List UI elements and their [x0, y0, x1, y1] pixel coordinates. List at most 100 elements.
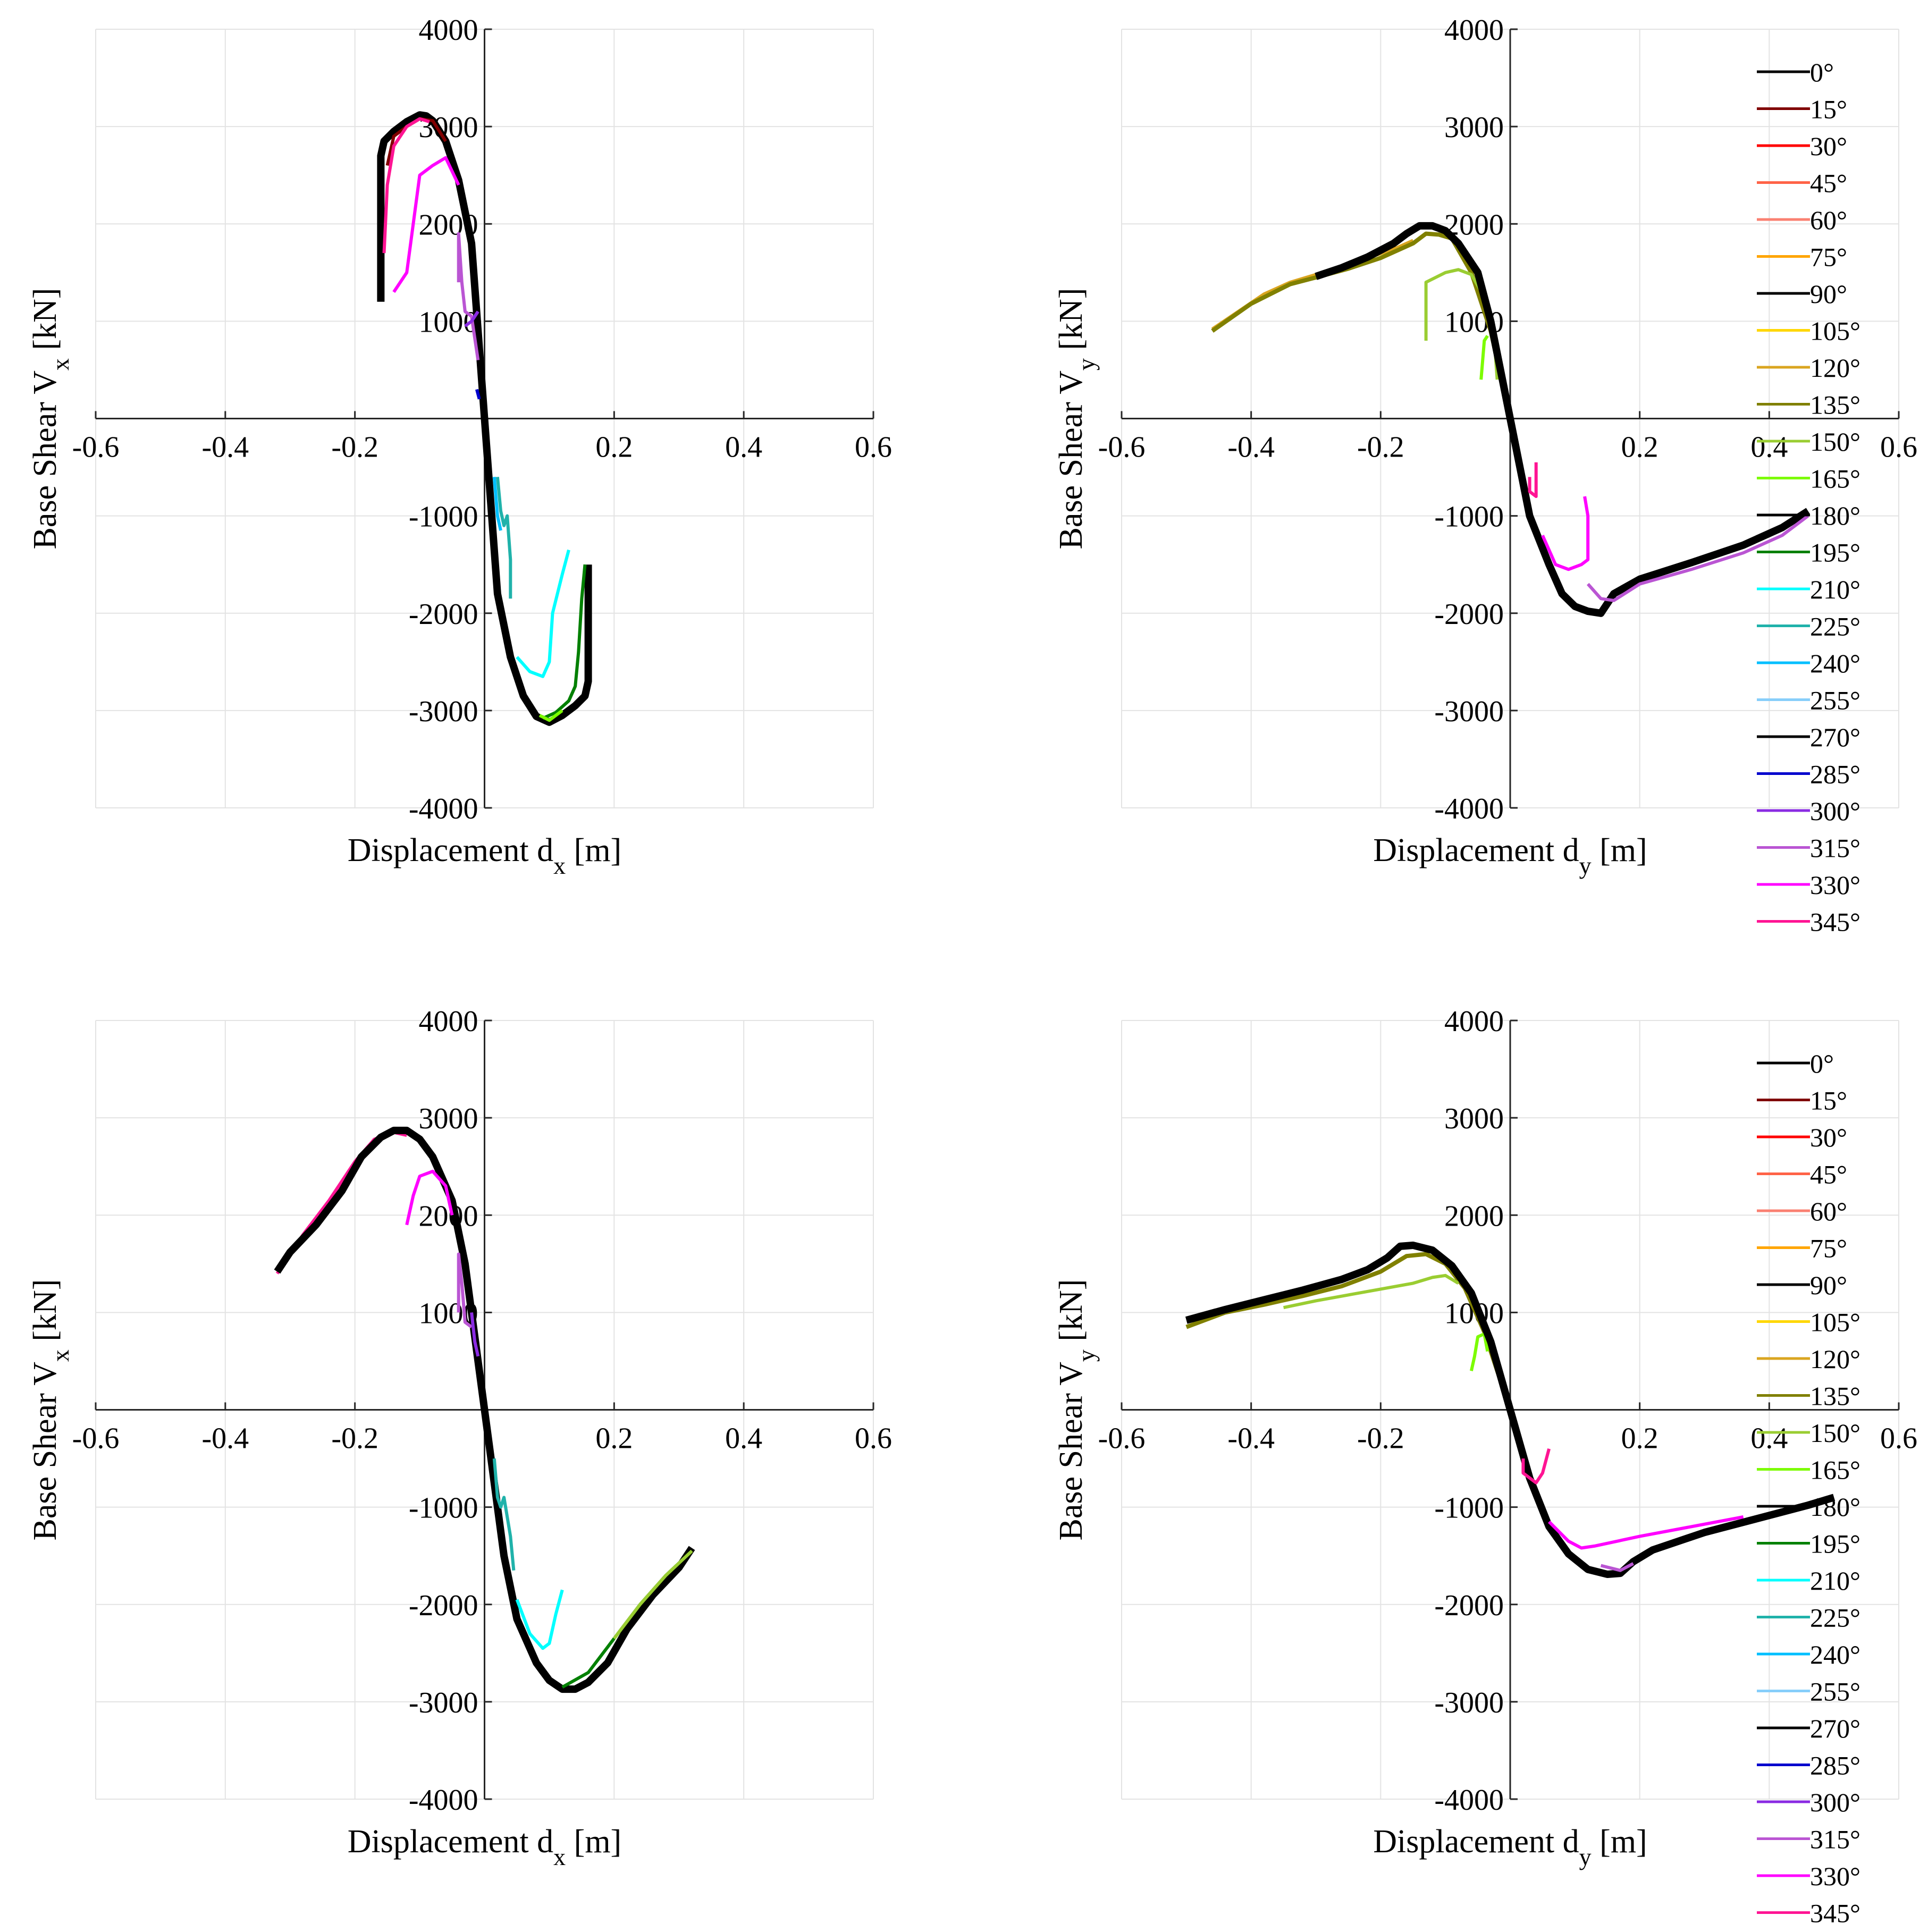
legend-label: 210°	[1810, 1566, 1860, 1596]
x-tick-label: 0.2	[595, 431, 633, 464]
legend: 0° 15° 30° 45° 60° 75° 90° 105° 120° 135° 150° 165°…	[1757, 1049, 1860, 1928]
series-line-165deg	[538, 709, 563, 722]
legend-label: 150°	[1810, 1418, 1860, 1448]
series-line-345deg	[382, 117, 430, 254]
legend-label: 315°	[1810, 1825, 1860, 1854]
y-axis-label: Base Shear Vx [kN]	[27, 288, 74, 550]
legend-label: 240°	[1810, 1640, 1860, 1669]
x-tick-label: -0.6	[1098, 431, 1146, 464]
y-tick-label: 4000	[1444, 1005, 1504, 1038]
y-axis-label: Base Shear Vy [kN]	[1053, 288, 1100, 550]
legend-label: 270°	[1810, 722, 1860, 752]
series-line-0deg	[1315, 222, 1811, 617]
chart-panel-top-right: -0.6 -0.4 -0.2 0.2 0.4 0.6 -4000 -3000 -2000 -100…	[1053, 14, 1917, 937]
x-tick-label: 0.6	[855, 431, 892, 464]
legend-label: 255°	[1810, 686, 1860, 715]
series-line-315deg	[1600, 1562, 1634, 1572]
x-tick-label: 0.4	[725, 1422, 762, 1455]
legend-label: 45°	[1810, 1160, 1847, 1189]
legend-label: 225°	[1810, 612, 1860, 642]
chart-panel-bottom-right: -0.6 -0.4 -0.2 0.2 0.4 0.6 -4000 -3000 -2000 -100…	[1053, 1005, 1917, 1928]
legend-label: 90°	[1810, 1270, 1847, 1300]
legend-label: 255°	[1810, 1677, 1860, 1707]
x-tick-label: 0.4	[1750, 1422, 1788, 1455]
legend-label: 210°	[1810, 575, 1860, 604]
series-line-345deg	[1521, 1448, 1551, 1484]
legend-label: 300°	[1810, 1787, 1860, 1817]
chart-panel-bottom-left: -0.6 -0.4 -0.2 0.2 0.4 0.6 -4000 -3000 -2000 -100…	[27, 1005, 892, 1870]
x-tick-label: -0.4	[1227, 431, 1275, 464]
legend-label: 345°	[1810, 907, 1860, 937]
legend-label: 105°	[1810, 1307, 1860, 1337]
y-tick-label: -3000	[409, 695, 478, 728]
x-tick-label: -0.4	[202, 431, 249, 464]
series-line-300deg	[464, 310, 479, 327]
y-tick-label: -1000	[1434, 501, 1504, 534]
y-tick-label: 3000	[1444, 1102, 1504, 1135]
series-line-330deg	[1547, 1515, 1744, 1550]
series-line-0deg	[274, 1126, 695, 1693]
y-tick-label: 2000	[1444, 1200, 1504, 1233]
legend-label: 150°	[1810, 427, 1860, 457]
y-tick-label: 4000	[1444, 14, 1504, 47]
series-line-285deg	[475, 389, 481, 400]
y-tick-label: -3000	[1434, 1686, 1504, 1719]
y-tick-label: -3000	[1434, 695, 1504, 728]
x-tick-label: -0.2	[1357, 1422, 1404, 1455]
legend-label: 180°	[1810, 501, 1860, 530]
legend-label: 285°	[1810, 760, 1860, 789]
x-tick-label: -0.2	[1357, 431, 1404, 464]
x-tick-label: 0.2	[595, 1422, 633, 1455]
x-tick-label: -0.4	[1227, 1422, 1275, 1455]
legend-label: 285°	[1810, 1751, 1860, 1781]
x-tick-label: 0.4	[725, 431, 762, 464]
x-tick-label: -0.6	[72, 431, 120, 464]
y-tick-label: -1000	[409, 501, 478, 534]
series-line-135deg	[1211, 231, 1512, 419]
series-line-315deg	[457, 232, 480, 361]
series-line-315deg	[457, 1252, 473, 1329]
series-line-300deg	[470, 1312, 480, 1357]
y-tick-label: 3000	[1444, 111, 1504, 144]
x-tick-label: 0.6	[1880, 1422, 1917, 1455]
series-line-0deg	[1185, 1242, 1836, 1578]
y-tick-label: -1000	[1434, 1492, 1504, 1525]
series-line-225deg	[492, 1458, 516, 1571]
y-tick-label: -4000	[409, 792, 478, 825]
legend-label: 165°	[1810, 1455, 1860, 1485]
legend-label: 270°	[1810, 1714, 1860, 1743]
series-line-345deg	[275, 1130, 407, 1275]
x-tick-label: 0.6	[855, 1422, 892, 1455]
y-tick-label: -4000	[1434, 792, 1504, 825]
x-tick-label: -0.6	[72, 1422, 120, 1455]
chart-panel-top-left: -0.6 -0.4 -0.2 0.2 0.4 0.6 -4000 -3000 -2000 -100…	[27, 14, 892, 879]
x-tick-label: 0.2	[1621, 1422, 1658, 1455]
legend-label: 0°	[1810, 57, 1834, 87]
series-line-150deg	[612, 1549, 693, 1640]
series-line-120deg	[1211, 239, 1414, 331]
y-tick-label: 4000	[419, 14, 478, 47]
legend-label: 75°	[1810, 1234, 1847, 1263]
legend-label: 135°	[1810, 1381, 1860, 1411]
legend-label: 300°	[1810, 796, 1860, 826]
y-axis-label: Base Shear Vy [kN]	[1053, 1279, 1100, 1541]
legend-label: 225°	[1810, 1603, 1860, 1633]
series-line-345deg	[1528, 462, 1538, 498]
legend-label: 345°	[1810, 1899, 1860, 1928]
legend-label: 60°	[1810, 1196, 1847, 1226]
series-line-135deg	[1185, 1252, 1512, 1411]
x-tick-label: -0.4	[202, 1422, 249, 1455]
legend: 0° 15° 30° 45° 60° 75° 90° 105° 120° 135° 150° 165°…	[1757, 57, 1860, 937]
y-tick-label: 3000	[419, 1102, 478, 1135]
series-line-195deg	[542, 564, 587, 720]
legend-label: 165°	[1810, 464, 1860, 494]
series-line-330deg	[1541, 496, 1590, 571]
x-tick-label: -0.6	[1098, 1422, 1146, 1455]
legend-label: 330°	[1810, 1861, 1860, 1891]
y-tick-label: -1000	[409, 1492, 478, 1525]
x-axis-label: Displacement dx [m]	[348, 1824, 621, 1870]
y-tick-label: -2000	[409, 1589, 478, 1622]
series-line-165deg	[1469, 1332, 1489, 1371]
x-tick-label: 0.4	[1750, 431, 1788, 464]
